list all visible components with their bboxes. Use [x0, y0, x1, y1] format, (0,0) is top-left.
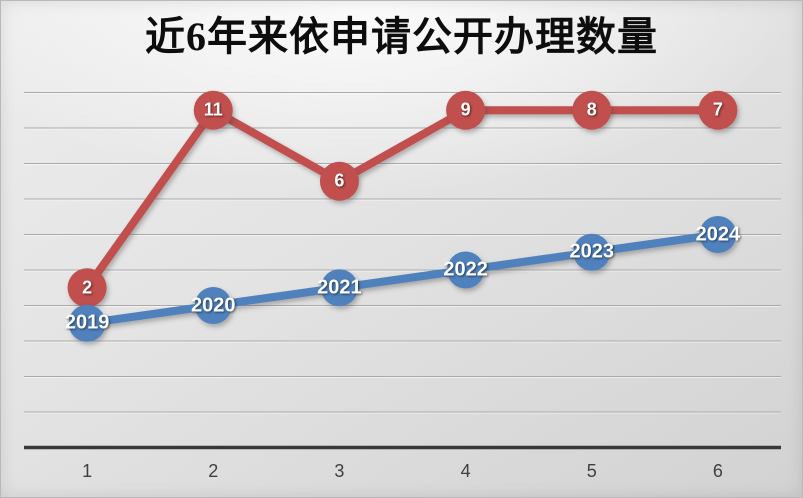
x-axis-label-5: 5	[586, 461, 597, 481]
x-axis-label-4: 4	[460, 461, 471, 481]
data-point-marker-applications-handled-series-1	[67, 268, 107, 308]
x-axis-label-1: 1	[82, 461, 93, 481]
gridlines	[24, 92, 781, 414]
data-point-marker-year-base-series-2	[194, 287, 232, 324]
data-point-marker-applications-handled-series-6	[698, 90, 738, 130]
data-point-marker-applications-handled-series-5	[572, 90, 612, 130]
series-layer	[67, 90, 738, 342]
data-point-marker-applications-handled-series-3	[319, 161, 359, 201]
data-point-marker-year-base-series-3	[320, 269, 358, 307]
data-point-marker-year-base-series-1	[68, 304, 106, 342]
x-axis-label-6: 6	[712, 461, 723, 481]
x-axis-label-2: 2	[208, 461, 219, 481]
data-point-marker-year-base-series-5	[573, 233, 611, 271]
data-point-marker-year-base-series-6	[699, 216, 737, 253]
series-line-year-base-series	[83, 230, 722, 328]
chart-title: 近6年来依申请公开办理数量	[145, 14, 658, 59]
data-point-marker-applications-handled-series-2	[193, 90, 233, 130]
data-point-marker-applications-handled-series-4	[446, 90, 486, 130]
series-line-applications-handled-series	[83, 106, 722, 292]
x-axis-label-3: 3	[334, 461, 345, 481]
data-point-marker-year-base-series-4	[447, 251, 485, 289]
